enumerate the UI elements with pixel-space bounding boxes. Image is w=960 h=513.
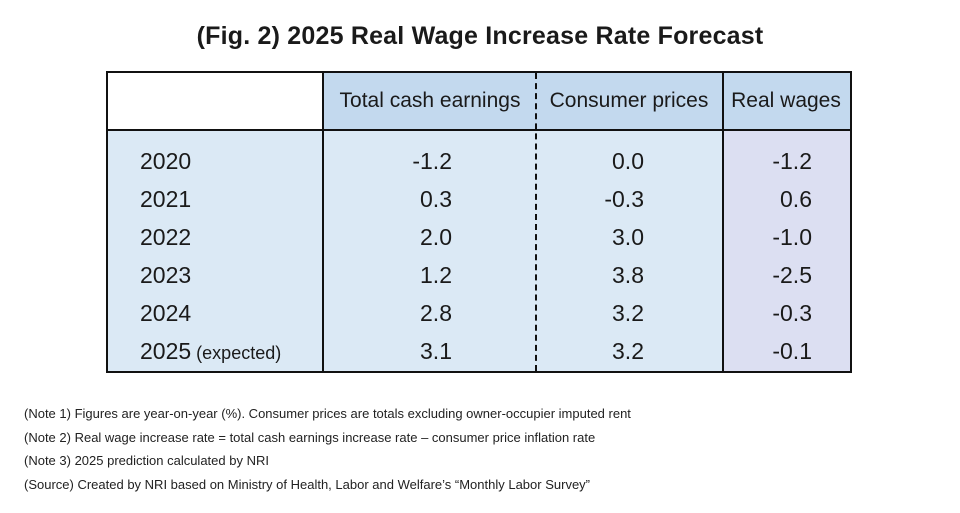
footnote-line: (Note 3) 2025 prediction calculated by N…	[24, 453, 269, 468]
cell-real-wages: 0.6	[780, 186, 812, 212]
cell-real-wages: -1.0	[772, 224, 812, 250]
row-year: 2023	[140, 262, 192, 288]
divider-solid-right	[722, 73, 724, 371]
cell-real-wages: -0.3	[772, 300, 812, 326]
table-row: 2021 0.3 -0.3 0.6	[108, 180, 850, 218]
cell-total-cash-earnings: 2.8	[420, 300, 452, 326]
row-year-label: 2024	[140, 294, 191, 332]
table-row: 2022 2.0 3.0 -1.0	[108, 218, 850, 256]
divider-dashed-middle	[535, 73, 537, 371]
footnote-line: (Source) Created by NRI based on Ministr…	[24, 476, 591, 492]
row-year: 2020	[140, 148, 192, 174]
row-year: 2025	[140, 338, 192, 364]
wage-forecast-table: Total cash earnings Consumer prices Real…	[106, 71, 852, 373]
cell-total-cash-earnings: 2.0	[420, 224, 452, 250]
figure-title: (Fig. 2) 2025 Real Wage Increase Rate Fo…	[196, 22, 764, 50]
row-year-label: 2025 (expected)	[140, 332, 281, 370]
cell-total-cash-earnings: 0.3	[420, 186, 452, 212]
cell-consumer-prices: 3.8	[612, 262, 644, 288]
header-consumer-prices: Consumer prices	[536, 73, 722, 131]
table-row: 2025 (expected) 3.1 3.2 -0.1	[108, 332, 850, 370]
table-row: 2024 2.8 3.2 -0.3	[108, 294, 850, 332]
real-wages-column-background	[722, 131, 850, 371]
cell-consumer-prices: 3.0	[612, 224, 644, 250]
row-year-label: 2020	[140, 142, 191, 180]
cell-total-cash-earnings: 1.2	[420, 262, 452, 288]
cell-consumer-prices: 3.2	[612, 338, 644, 364]
cell-consumer-prices: -0.3	[604, 186, 644, 212]
row-year-label: 2023	[140, 256, 191, 294]
footnotes: (Note 1) Figures are year-on-year (%). C…	[24, 402, 631, 496]
table-row: 2023 1.2 3.8 -2.5	[108, 256, 850, 294]
cell-total-cash-earnings: -1.2	[412, 148, 452, 174]
cell-consumer-prices: 3.2	[612, 300, 644, 326]
row-year-label: 2022	[140, 218, 191, 256]
footnote-line: (Note 2) Real wage increase rate = total…	[24, 429, 596, 445]
table-body-background	[324, 131, 722, 371]
row-year: 2022	[140, 224, 192, 250]
row-year-label: 2021	[140, 180, 191, 218]
row-year-note: (expected)	[191, 343, 282, 363]
header-blank-cell	[108, 73, 324, 131]
row-year: 2024	[140, 300, 192, 326]
footnote-line: (Note 1) Figures are year-on-year (%). C…	[24, 406, 631, 421]
cell-real-wages: -1.2	[772, 148, 812, 174]
year-column-background	[108, 131, 324, 371]
row-year: 2021	[140, 186, 192, 212]
cell-real-wages: -0.1	[772, 338, 812, 364]
cell-consumer-prices: 0.0	[612, 148, 644, 174]
table-row: 2020 -1.2 0.0 -1.2	[108, 142, 850, 180]
header-real-wages: Real wages	[722, 73, 850, 131]
cell-real-wages: -2.5	[772, 262, 812, 288]
header-total-cash-earnings: Total cash earnings	[324, 73, 536, 131]
cell-total-cash-earnings: 3.1	[420, 338, 452, 364]
divider-solid-left	[322, 73, 324, 371]
